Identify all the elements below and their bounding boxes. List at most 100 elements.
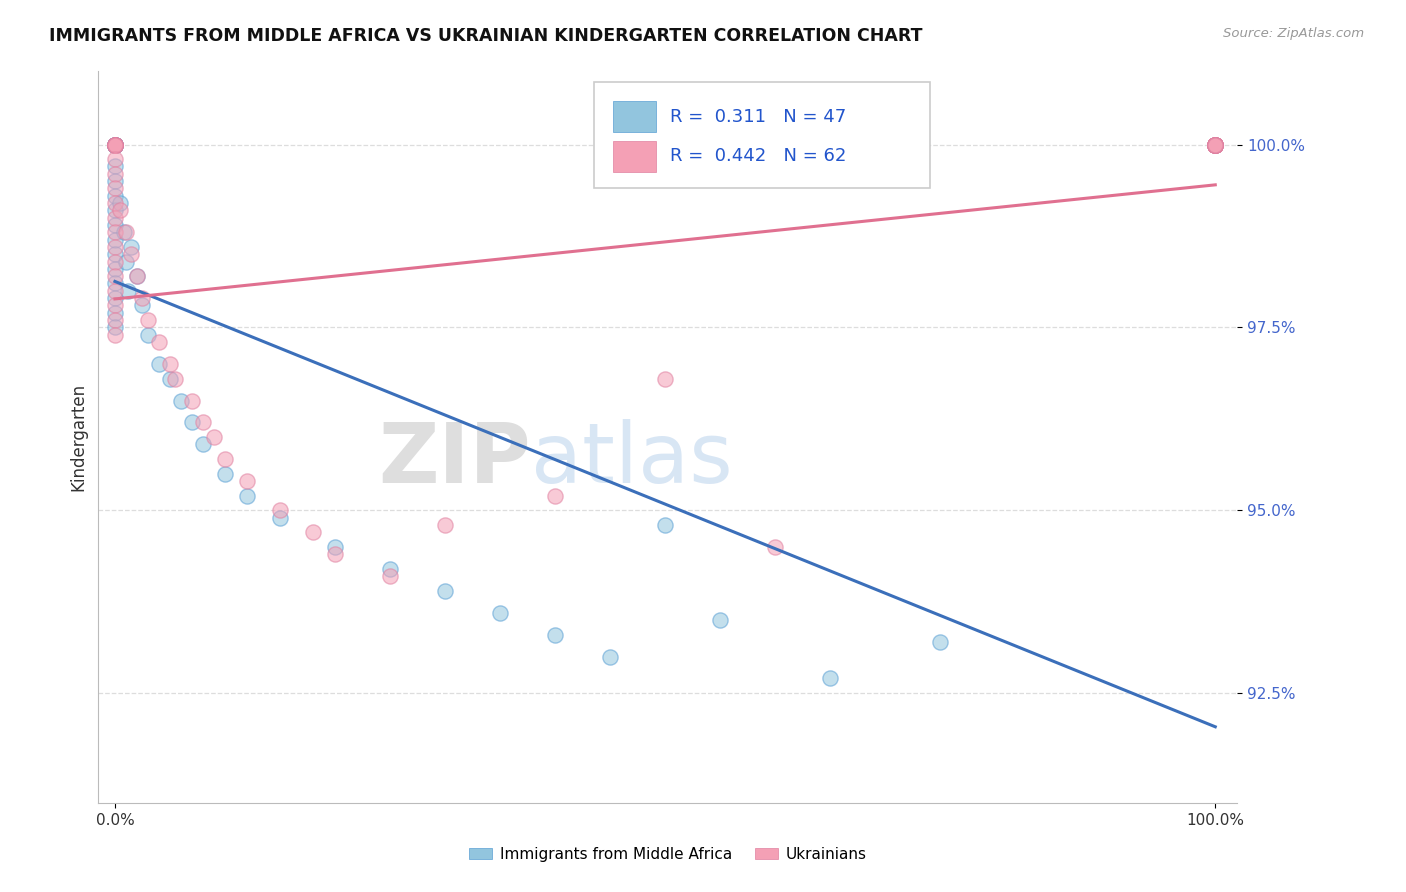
Text: R =  0.311   N = 47: R = 0.311 N = 47: [671, 108, 846, 126]
Text: atlas: atlas: [531, 418, 733, 500]
Point: [104, 160, 127, 174]
Point: [434, 517, 457, 532]
Point: [104, 240, 127, 254]
Point: [214, 467, 236, 481]
Point: [1204, 137, 1226, 152]
Point: [269, 503, 291, 517]
Point: [104, 174, 127, 188]
Y-axis label: Kindergarten: Kindergarten: [69, 383, 87, 491]
Point: [654, 517, 676, 532]
Point: [104, 137, 127, 152]
Point: [1204, 137, 1226, 152]
Point: [1204, 137, 1226, 152]
Point: [191, 416, 214, 430]
Point: [104, 137, 127, 152]
Point: [544, 489, 567, 503]
Point: [112, 225, 135, 239]
Point: [544, 627, 567, 641]
Point: [1204, 137, 1226, 152]
Point: [929, 635, 952, 649]
Point: [104, 167, 127, 181]
Point: [110, 196, 132, 211]
Point: [1204, 137, 1226, 152]
Point: [104, 277, 127, 291]
Point: [1204, 137, 1226, 152]
Text: ZIP: ZIP: [378, 418, 531, 500]
Point: [104, 137, 127, 152]
Point: [104, 196, 127, 211]
Point: [104, 137, 127, 152]
Point: [104, 137, 127, 152]
Point: [818, 672, 841, 686]
Point: [104, 137, 127, 152]
Point: [1204, 137, 1226, 152]
Point: [104, 137, 127, 152]
Point: [214, 452, 236, 467]
Point: [115, 254, 138, 268]
Point: [434, 583, 457, 598]
Point: [110, 203, 132, 218]
Point: [323, 547, 346, 561]
Point: [378, 569, 401, 583]
Point: [202, 430, 225, 444]
Point: [104, 306, 127, 320]
Point: [104, 254, 127, 268]
Point: [191, 437, 214, 451]
Point: [378, 562, 401, 576]
Point: [104, 137, 127, 152]
Point: [104, 298, 127, 312]
Point: [1204, 137, 1226, 152]
Point: [599, 649, 621, 664]
Point: [104, 137, 127, 152]
Point: [117, 284, 139, 298]
Point: [1204, 137, 1226, 152]
Point: [104, 218, 127, 232]
FancyBboxPatch shape: [613, 102, 657, 132]
Point: [159, 371, 181, 385]
Point: [104, 225, 127, 239]
Point: [236, 474, 259, 488]
Point: [269, 510, 291, 524]
Point: [709, 613, 731, 627]
Text: IMMIGRANTS FROM MIDDLE AFRICA VS UKRAINIAN KINDERGARTEN CORRELATION CHART: IMMIGRANTS FROM MIDDLE AFRICA VS UKRAINI…: [49, 27, 922, 45]
Point: [131, 298, 153, 312]
Point: [104, 320, 127, 334]
Point: [136, 313, 159, 327]
Point: [104, 137, 127, 152]
Point: [104, 211, 127, 225]
Point: [170, 393, 193, 408]
Point: [1204, 137, 1226, 152]
Point: [125, 269, 148, 284]
Point: [148, 334, 170, 349]
Legend: Immigrants from Middle Africa, Ukrainians: Immigrants from Middle Africa, Ukrainian…: [463, 841, 873, 868]
Point: [1204, 137, 1226, 152]
Point: [120, 240, 142, 254]
Point: [104, 137, 127, 152]
Point: [131, 291, 153, 305]
Point: [489, 606, 512, 620]
Point: [181, 393, 204, 408]
Point: [165, 371, 187, 385]
Point: [104, 137, 127, 152]
Point: [104, 327, 127, 342]
Point: [654, 371, 676, 385]
Point: [323, 540, 346, 554]
Point: [104, 261, 127, 276]
Point: [302, 525, 325, 540]
Point: [104, 137, 127, 152]
Point: [104, 313, 127, 327]
Point: [104, 137, 127, 152]
Point: [104, 188, 127, 202]
Point: [1204, 137, 1226, 152]
Point: [104, 233, 127, 247]
Point: [104, 247, 127, 261]
Point: [115, 225, 138, 239]
Point: [104, 137, 127, 152]
Point: [236, 489, 259, 503]
FancyBboxPatch shape: [613, 141, 657, 171]
Point: [181, 416, 204, 430]
Point: [1204, 137, 1226, 152]
Point: [1204, 137, 1226, 152]
Text: R =  0.442   N = 62: R = 0.442 N = 62: [671, 147, 846, 165]
Point: [159, 357, 181, 371]
